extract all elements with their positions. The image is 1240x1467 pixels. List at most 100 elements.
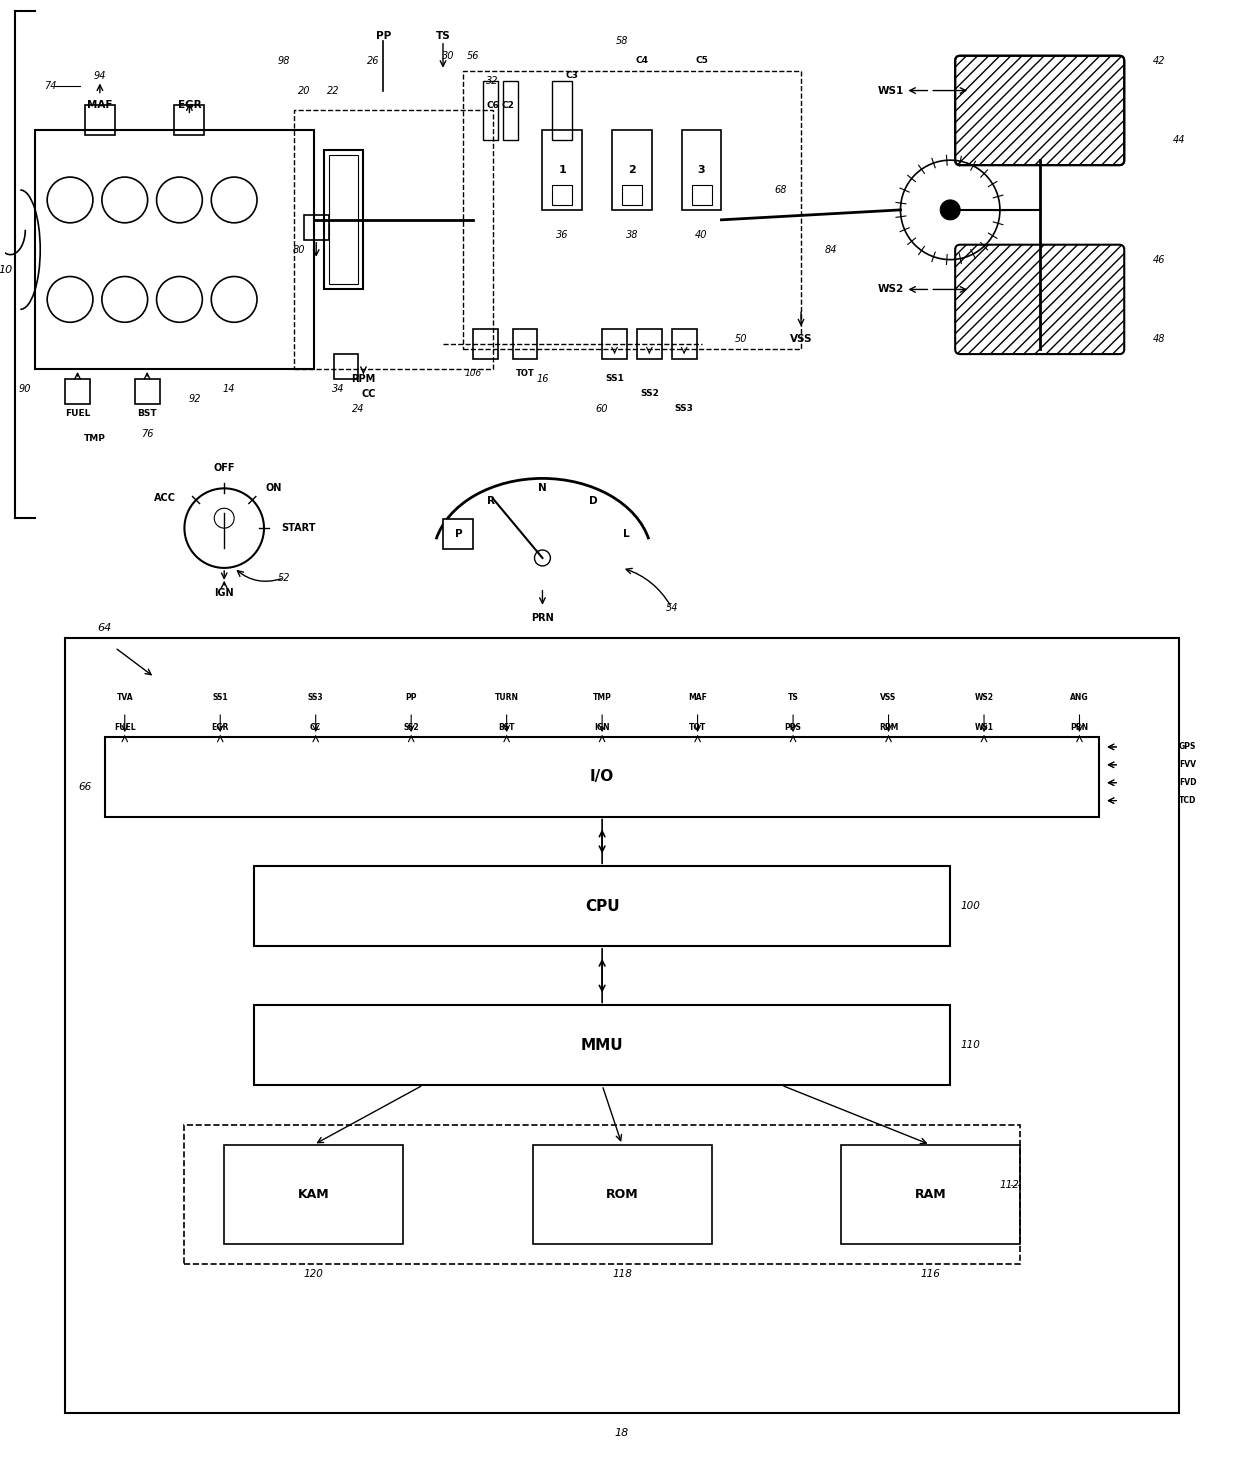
Text: 2: 2: [629, 166, 636, 175]
Text: BST: BST: [498, 723, 515, 732]
Bar: [672, 329, 697, 359]
Text: 48: 48: [1153, 334, 1166, 345]
Text: 92: 92: [188, 393, 201, 403]
Text: CPU: CPU: [585, 899, 620, 914]
Text: TCD: TCD: [1179, 797, 1197, 805]
Text: N: N: [538, 483, 547, 493]
Text: RAM: RAM: [914, 1188, 946, 1201]
Text: 34: 34: [332, 384, 345, 395]
Text: START: START: [281, 524, 316, 533]
Bar: [542, 131, 583, 210]
Text: C6: C6: [486, 101, 500, 110]
Text: SS2: SS2: [640, 389, 658, 399]
Bar: [637, 329, 662, 359]
Text: VSS: VSS: [790, 334, 812, 345]
Text: FVD: FVD: [1179, 778, 1197, 788]
Text: 18: 18: [615, 1429, 629, 1438]
Text: 80: 80: [293, 245, 305, 255]
Text: 14: 14: [223, 384, 236, 395]
Text: 26: 26: [367, 56, 379, 66]
Text: 94: 94: [94, 70, 107, 81]
Text: 10: 10: [0, 264, 12, 274]
Text: TS: TS: [787, 692, 799, 701]
Text: 116: 116: [920, 1269, 940, 1279]
Bar: [512, 329, 537, 359]
Bar: [692, 185, 712, 205]
Text: L: L: [624, 530, 630, 540]
Text: 54: 54: [666, 603, 678, 613]
Text: 106: 106: [464, 370, 481, 378]
Text: 16: 16: [536, 374, 549, 384]
Text: ROM: ROM: [605, 1188, 639, 1201]
Text: 84: 84: [825, 245, 837, 255]
Bar: [35, 131, 314, 370]
Text: 46: 46: [1153, 255, 1166, 264]
Bar: [175, 106, 205, 135]
Bar: [502, 81, 517, 141]
Text: MAF: MAF: [688, 692, 707, 701]
Bar: [682, 131, 722, 210]
Text: 36: 36: [556, 230, 569, 239]
Bar: [472, 329, 497, 359]
Text: R: R: [487, 496, 495, 506]
Text: C5: C5: [696, 56, 708, 65]
Text: FUEL: FUEL: [64, 409, 91, 418]
Text: 22: 22: [327, 85, 340, 95]
Bar: [532, 1144, 712, 1244]
Text: 38: 38: [626, 230, 639, 239]
Bar: [304, 214, 329, 239]
Text: IGN: IGN: [594, 723, 610, 732]
Text: 60: 60: [596, 403, 609, 414]
Text: MAF: MAF: [87, 100, 113, 110]
Text: WS2: WS2: [975, 692, 993, 701]
Text: TOT: TOT: [516, 370, 534, 378]
Text: ON: ON: [265, 483, 283, 493]
Text: TS: TS: [435, 31, 450, 41]
Bar: [105, 736, 1100, 817]
Text: I/O: I/O: [590, 769, 614, 785]
Text: 40: 40: [696, 230, 708, 239]
Text: PRN: PRN: [531, 613, 554, 622]
Text: PP: PP: [405, 692, 417, 701]
Bar: [622, 185, 642, 205]
Text: 76: 76: [141, 428, 154, 439]
Bar: [324, 150, 363, 289]
Text: 100: 100: [960, 901, 980, 911]
Text: ANG: ANG: [1070, 692, 1089, 701]
Text: 58: 58: [616, 35, 629, 45]
Text: TMP: TMP: [84, 434, 105, 443]
Text: SS1: SS1: [212, 692, 228, 701]
Text: SS3: SS3: [308, 692, 324, 701]
Text: VSS: VSS: [880, 692, 897, 701]
Text: 120: 120: [304, 1269, 324, 1279]
Text: 64: 64: [98, 622, 112, 632]
Bar: [482, 81, 497, 141]
Text: C3: C3: [565, 70, 579, 81]
Bar: [463, 70, 801, 349]
Text: PPS: PPS: [785, 723, 801, 732]
Text: 118: 118: [613, 1269, 632, 1279]
Text: 3: 3: [698, 166, 706, 175]
Text: 42: 42: [1153, 56, 1166, 66]
Text: TURN: TURN: [495, 692, 518, 701]
Bar: [329, 156, 358, 285]
Text: 32: 32: [486, 76, 498, 85]
Bar: [294, 110, 492, 370]
Bar: [254, 1005, 950, 1086]
Text: 112: 112: [999, 1179, 1019, 1190]
Text: 98: 98: [278, 56, 290, 66]
Text: SS3: SS3: [675, 405, 693, 414]
Text: 90: 90: [19, 384, 31, 395]
Bar: [444, 519, 474, 549]
Bar: [64, 378, 91, 403]
Text: RPM: RPM: [879, 723, 898, 732]
Text: MMU: MMU: [580, 1037, 624, 1053]
Text: 66: 66: [78, 782, 92, 792]
Bar: [552, 185, 573, 205]
Text: 44: 44: [1173, 135, 1185, 145]
Bar: [552, 81, 573, 141]
Text: IGN: IGN: [215, 588, 234, 597]
Text: WS1: WS1: [975, 723, 993, 732]
Bar: [224, 1144, 403, 1244]
Text: 56: 56: [466, 51, 479, 60]
